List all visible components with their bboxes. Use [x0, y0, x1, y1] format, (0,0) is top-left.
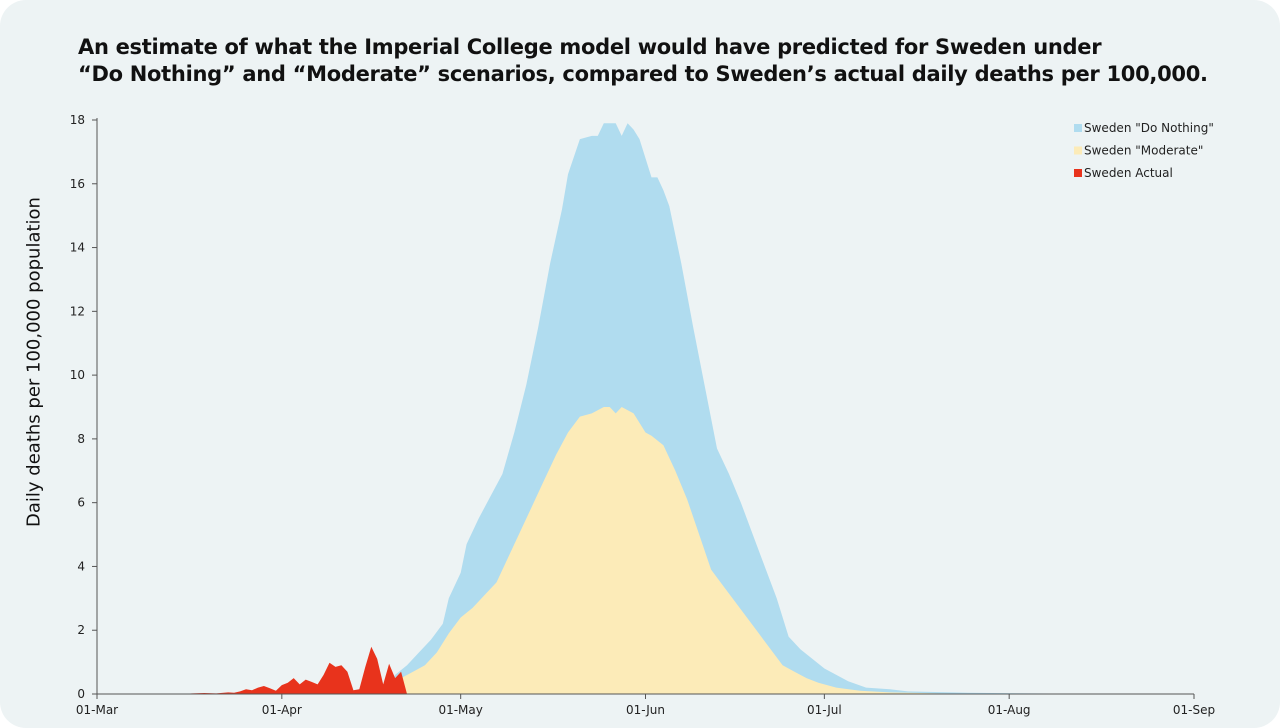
y-tick-label: 12: [70, 304, 85, 318]
y-tick-label: 14: [70, 241, 85, 255]
x-tick-label: 01-Jun: [626, 703, 665, 717]
x-tick-label: 01-Mar: [76, 703, 118, 717]
x-tick-label: 01-Sep: [1173, 703, 1215, 717]
x-tick-label: 01-May: [438, 703, 482, 717]
chart-title: An estimate of what the Imperial College…: [78, 34, 1208, 88]
legend-swatch: [1074, 169, 1082, 177]
legend-swatch: [1074, 146, 1082, 155]
y-tick-label: 0: [77, 687, 85, 701]
x-tick-label: 01-Aug: [988, 703, 1031, 717]
x-tick-label: 01-Jul: [807, 703, 842, 717]
y-tick-label: 8: [77, 432, 85, 446]
y-tick-label: 2: [77, 623, 85, 637]
legend-label: Sweden "Moderate": [1084, 144, 1203, 158]
legend-swatch: [1074, 124, 1082, 132]
y-tick-label: 4: [77, 559, 85, 573]
y-tick-label: 6: [77, 496, 85, 510]
chart-title-line-2: “Do Nothing” and “Moderate” scenarios, c…: [78, 62, 1208, 86]
series-area-2: [389, 407, 1010, 694]
y-tick-label: 16: [70, 177, 85, 191]
series-area-3: [180, 646, 407, 694]
legend-label: Sweden Actual: [1084, 166, 1173, 180]
legend-label: Sweden "Do Nothing": [1084, 121, 1214, 135]
chart-title-line-1: An estimate of what the Imperial College…: [78, 35, 1102, 59]
y-tick-label: 18: [70, 113, 85, 127]
y-tick-label: 10: [70, 368, 85, 382]
x-tick-label: 01-Apr: [262, 703, 302, 717]
